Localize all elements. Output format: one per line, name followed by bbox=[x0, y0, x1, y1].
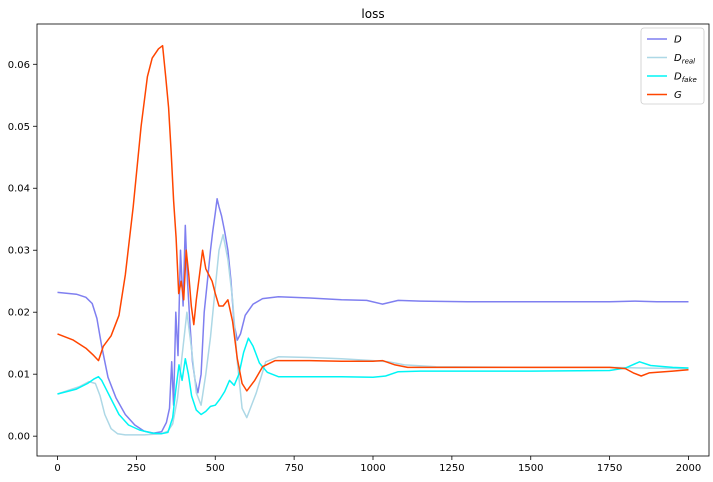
series-line-d bbox=[57, 198, 689, 434]
x-tick-label: 500 bbox=[206, 463, 225, 474]
legend-label: D bbox=[674, 35, 682, 46]
series-line-d-real bbox=[57, 233, 689, 436]
y-tick-label: 0.04 bbox=[8, 184, 30, 195]
x-tick-label: 750 bbox=[285, 463, 304, 474]
y-tick-label: 0.00 bbox=[8, 432, 30, 443]
legend-label: Dfake bbox=[674, 72, 697, 85]
x-tick-label: 1000 bbox=[360, 463, 385, 474]
y-tick-label: 0.06 bbox=[8, 60, 30, 71]
series-layer bbox=[57, 44, 689, 436]
y-tick-label: 0.05 bbox=[8, 122, 30, 133]
legend-box bbox=[640, 27, 705, 105]
x-tick-label: 250 bbox=[127, 463, 146, 474]
x-tick-label: 0 bbox=[54, 463, 60, 474]
x-tick-label: 1250 bbox=[439, 463, 464, 474]
x-tick-label: 1500 bbox=[518, 463, 543, 474]
y-tick-label: 0.03 bbox=[8, 246, 30, 257]
legend-label: G bbox=[674, 90, 682, 101]
series-line-g bbox=[57, 44, 689, 392]
y-tick-label: 0.02 bbox=[8, 308, 30, 319]
y-tick-label: 0.01 bbox=[8, 370, 30, 381]
series-line-d-fake bbox=[57, 337, 689, 435]
x-axis: 0 250 500 750 1000 1250 1500 1750 2000 bbox=[54, 456, 701, 474]
chart-title: loss bbox=[361, 7, 384, 21]
legend-label: Dreal bbox=[674, 53, 695, 66]
x-tick-label: 1750 bbox=[597, 463, 622, 474]
x-tick-label: 2000 bbox=[676, 463, 701, 474]
legend: D Dreal Dfake G bbox=[640, 27, 705, 105]
y-axis: 0.00 0.01 0.02 0.03 0.04 0.05 0.06 bbox=[8, 60, 37, 443]
plot-frame bbox=[36, 23, 710, 457]
